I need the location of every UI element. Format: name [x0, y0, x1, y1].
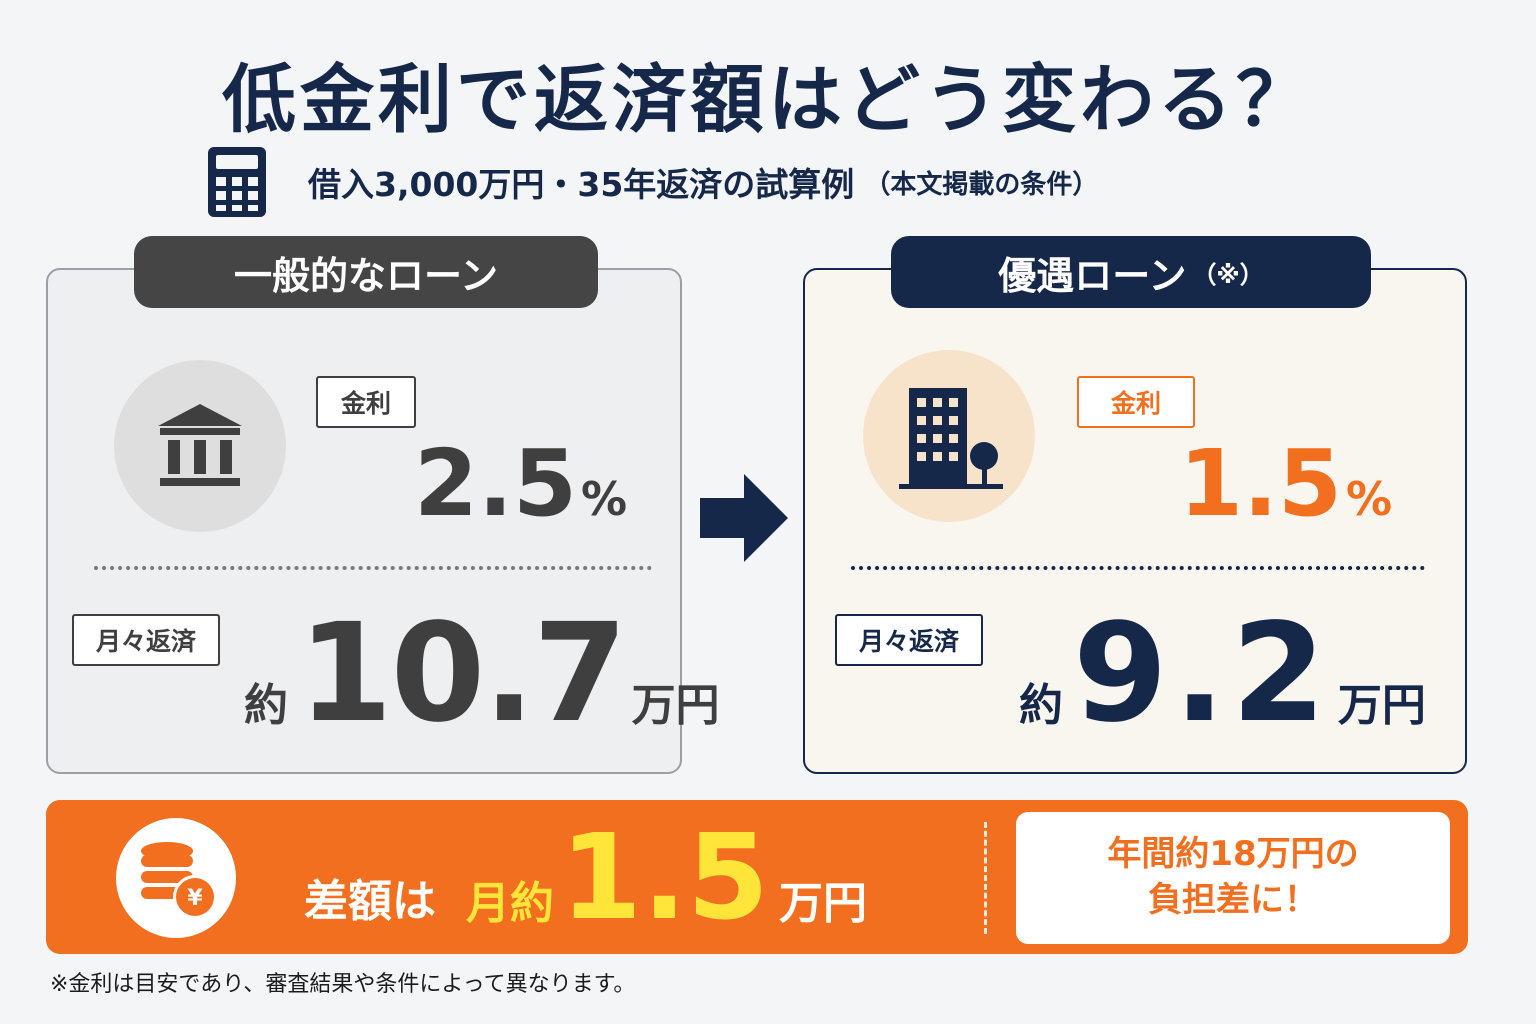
preferential-loan-card: 優遇ローン （※） 金利 1.5% 月々返済 約 9.2 万円: [803, 236, 1467, 774]
difference-value: 1.5: [560, 808, 770, 946]
building-icon-circle: [863, 350, 1035, 522]
preferential-payment-value: 約 9.2 万円: [1019, 606, 1426, 742]
standard-loan-title: 一般的なローン: [233, 253, 499, 298]
difference-prefix: 月約: [466, 878, 554, 929]
bank-icon-circle: [114, 360, 286, 532]
banner-divider: [984, 822, 987, 934]
difference-summary: 差額は 月約 1.5 万円: [304, 804, 867, 950]
standard-rate-number: 2.5: [414, 430, 577, 537]
footnote: ※金利は目安であり、審査結果や条件によって異なります。: [50, 972, 636, 997]
subtitle: 借入3,000万円・35年返済の試算例: [308, 165, 855, 204]
annual-difference-callout: 年間約18万円の 負担差に！: [1016, 812, 1450, 944]
difference-unit: 万円: [779, 878, 868, 929]
standard-divider: [94, 566, 652, 570]
office-building-icon: [899, 388, 1003, 489]
preferential-loan-title: 優遇ローン: [998, 253, 1187, 298]
preferential-rate-unit: %: [1345, 472, 1393, 526]
standard-rate-value: 2.5%: [414, 430, 627, 537]
standard-payment-unit: 万円: [631, 680, 720, 731]
coin-icon-circle: ¥: [116, 818, 236, 938]
preferential-loan-note: （※）: [1192, 260, 1264, 289]
right-arrow-icon: [700, 474, 788, 562]
bank-icon: [158, 404, 242, 486]
calculator-icon: [208, 147, 266, 217]
standard-rate-label: 金利: [316, 376, 416, 428]
preferential-payment-label: 月々返済: [835, 614, 983, 666]
standard-payment-number: 10.7: [298, 595, 628, 753]
preferential-payment-number: 9.2: [1073, 595, 1332, 753]
subtitle-note: （本文掲載の条件）: [864, 169, 1099, 200]
callout-line-1: 年間約18万円の: [1107, 834, 1359, 875]
preferential-rate-value: 1.5%: [1179, 430, 1392, 537]
difference-banner: ¥ 差額は 月約 1.5 万円 年間約18万円の 負担差に！: [46, 800, 1468, 954]
preferential-payment-prefix: 約: [1019, 680, 1063, 731]
difference-label: 差額は: [304, 876, 436, 927]
preferential-payment-unit: 万円: [1337, 680, 1426, 731]
standard-payment-prefix: 約: [244, 680, 288, 731]
subtitle-row: 借入3,000万円・35年返済の試算例 （本文掲載の条件）: [206, 142, 1098, 222]
preferential-divider: [851, 566, 1425, 570]
callout-line-2: 負担差に！: [1148, 880, 1318, 920]
svg-text:¥: ¥: [187, 886, 203, 911]
standard-loan-card: 一般的なローン 金利 2.5% 月々返済 約 10.7 万円: [46, 236, 720, 774]
standard-payment-value: 約 10.7 万円: [244, 606, 720, 742]
page-title: 低金利で返済額はどう変わる？: [222, 57, 1314, 143]
preferential-loan-tab: 優遇ローン （※）: [891, 236, 1371, 308]
preferential-rate-label: 金利: [1077, 376, 1195, 428]
standard-payment-label: 月々返済: [72, 614, 220, 666]
preferential-rate-number: 1.5: [1179, 430, 1342, 537]
standard-loan-tab: 一般的なローン: [134, 236, 598, 308]
standard-rate-unit: %: [580, 472, 628, 526]
yen-coins-icon: ¥: [141, 842, 217, 919]
